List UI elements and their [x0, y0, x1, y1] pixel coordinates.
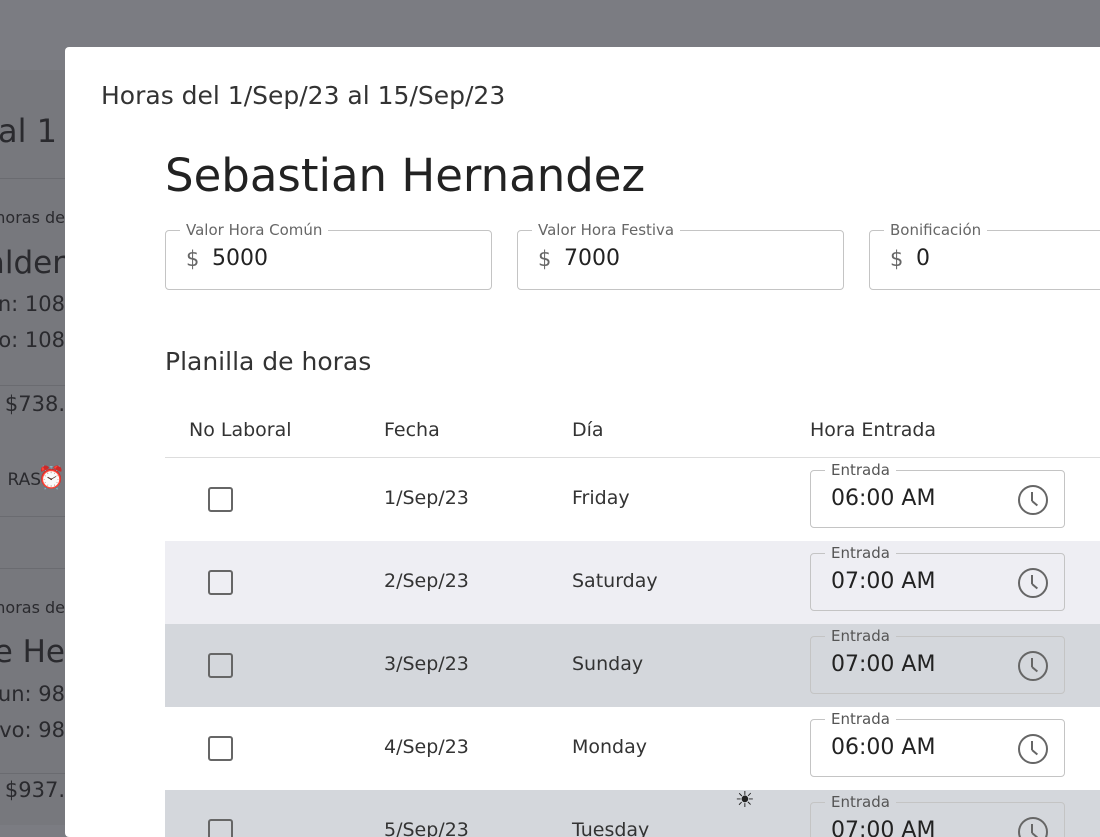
- bg-card-total: $738.: [4, 392, 65, 416]
- valor-hora-festiva-field[interactable]: Valor Hora Festiva $ 7000: [517, 221, 844, 290]
- col-no-laboral: No Laboral: [189, 419, 292, 441]
- field-label: Bonificación: [884, 221, 988, 239]
- no-laboral-checkbox[interactable]: [208, 819, 233, 837]
- entrada-time-field[interactable]: Entrada 07:00 AM: [810, 793, 1065, 837]
- clock-icon[interactable]: [1018, 817, 1048, 837]
- clock-icon[interactable]: [1018, 568, 1048, 598]
- hours-dialog: Horas del 1/Sep/23 al 15/Sep/23 Sebastia…: [65, 47, 1100, 837]
- row-day: Tuesday: [572, 819, 650, 837]
- row-day: Monday: [572, 736, 648, 758]
- currency-prefix: $: [186, 247, 200, 271]
- field-label: Entrada: [825, 793, 896, 811]
- row-date: 5/Sep/23: [384, 819, 469, 837]
- field-label: Entrada: [825, 710, 896, 728]
- no-laboral-checkbox[interactable]: [208, 487, 233, 512]
- row-day: Sunday: [572, 653, 644, 675]
- field-label: Valor Hora Común: [180, 221, 329, 239]
- table-row: 2/Sep/23 Saturday Entrada 07:00 AM: [165, 541, 1100, 624]
- entrada-time-field[interactable]: Entrada 06:00 AM: [810, 710, 1065, 777]
- clock-icon[interactable]: [1018, 485, 1048, 515]
- bg-card-label: horas de: [0, 208, 65, 227]
- field-value[interactable]: 5000: [212, 246, 268, 271]
- background-page: al 1 horas de alder un: 108 vo: 108 $738…: [0, 70, 65, 825]
- sun-icon: ☀: [735, 788, 755, 813]
- col-dia: Día: [572, 419, 604, 441]
- header-divider: [165, 457, 1100, 458]
- bg-card-button[interactable]: RAS: [7, 470, 41, 490]
- no-laboral-checkbox[interactable]: [208, 653, 233, 678]
- bg-card-total: $937.: [4, 778, 65, 802]
- col-hora-entrada: Hora Entrada: [810, 419, 937, 441]
- alarm-icon: ⏰: [37, 466, 65, 491]
- row-date: 2/Sep/23: [384, 570, 469, 592]
- row-day: Friday: [572, 487, 630, 509]
- currency-prefix: $: [890, 247, 904, 271]
- col-fecha: Fecha: [384, 419, 440, 441]
- table-row: 4/Sep/23 Monday Entrada 06:00 AM: [165, 707, 1100, 790]
- no-laboral-checkbox[interactable]: [208, 736, 233, 761]
- field-label: Entrada: [825, 627, 896, 645]
- valor-hora-comun-field[interactable]: Valor Hora Común $ 5000: [165, 221, 492, 290]
- dialog-title: Horas del 1/Sep/23 al 15/Sep/23: [101, 81, 506, 110]
- field-value[interactable]: 0: [916, 246, 930, 271]
- entrada-time-field[interactable]: Entrada 07:00 AM: [810, 627, 1065, 694]
- entry-time[interactable]: 06:00 AM: [831, 486, 936, 511]
- entry-time[interactable]: 07:00 AM: [831, 652, 936, 677]
- bg-card-label: horas de: [0, 598, 65, 617]
- bg-card-festivo: vo: 108: [0, 328, 65, 352]
- field-label: Entrada: [825, 544, 896, 562]
- clock-icon[interactable]: [1018, 651, 1048, 681]
- entry-time[interactable]: 07:00 AM: [831, 569, 936, 594]
- no-laboral-checkbox[interactable]: [208, 570, 233, 595]
- bg-card-name: alder: [0, 245, 65, 281]
- bg-title: al 1: [0, 112, 58, 150]
- currency-prefix: $: [538, 247, 552, 271]
- row-date: 4/Sep/23: [384, 736, 469, 758]
- row-date: 1/Sep/23: [384, 487, 469, 509]
- bg-card-festivo: vo: 98: [0, 718, 65, 742]
- section-title: Planilla de horas: [165, 347, 372, 376]
- table-row: 5/Sep/23 Tuesday ☀ Entrada 07:00 AM: [165, 788, 1100, 837]
- table-row: 1/Sep/23 Friday Entrada 06:00 AM: [165, 458, 1100, 541]
- table-row: 3/Sep/23 Sunday Entrada 07:00 AM: [165, 624, 1100, 707]
- entry-time[interactable]: 07:00 AM: [831, 818, 936, 837]
- bg-card-comun: un: 108: [0, 292, 65, 316]
- entry-time[interactable]: 06:00 AM: [831, 735, 936, 760]
- entrada-time-field[interactable]: Entrada 07:00 AM: [810, 544, 1065, 611]
- employee-name: Sebastian Hernandez: [165, 149, 646, 202]
- bonificacion-field[interactable]: Bonificación $ 0: [869, 221, 1100, 290]
- row-date: 3/Sep/23: [384, 653, 469, 675]
- field-label: Valor Hora Festiva: [532, 221, 681, 239]
- row-day: Saturday: [572, 570, 658, 592]
- field-label: Entrada: [825, 461, 896, 479]
- entrada-time-field[interactable]: Entrada 06:00 AM: [810, 461, 1065, 528]
- clock-icon[interactable]: [1018, 734, 1048, 764]
- field-value[interactable]: 7000: [564, 246, 620, 271]
- bg-card-comun: un: 98: [0, 682, 65, 706]
- bg-card-name: e He: [0, 634, 65, 670]
